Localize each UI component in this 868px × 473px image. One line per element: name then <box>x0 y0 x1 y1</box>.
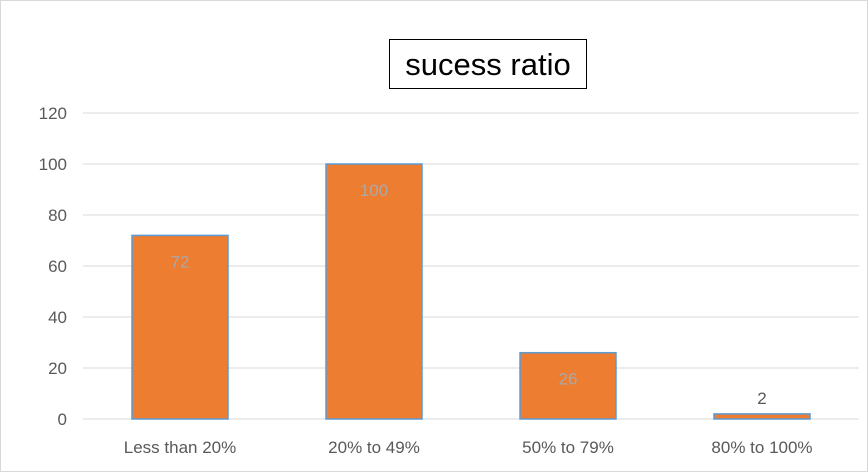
data-label: 26 <box>559 370 578 389</box>
x-tick-label: 50% to 79% <box>522 438 614 457</box>
bar <box>325 163 423 420</box>
y-tick-label: 40 <box>48 308 67 327</box>
x-tick-label: Less than 20% <box>124 438 236 457</box>
y-tick-label: 20 <box>48 359 67 378</box>
y-tick-label: 120 <box>39 104 67 123</box>
x-axis-ticks: Less than 20% 20% to 49% 50% to 79% 80% to … <box>124 438 813 457</box>
data-label: 100 <box>360 181 388 200</box>
bars <box>131 163 811 420</box>
y-tick-label: 100 <box>39 155 67 174</box>
y-tick-label: 60 <box>48 257 67 276</box>
bar <box>519 351 617 420</box>
data-labels: 72 100 26 2 <box>171 181 767 408</box>
y-axis-ticks: 0 20 40 60 80 100 120 <box>39 104 67 429</box>
chart-title: sucess ratio <box>389 39 587 89</box>
data-label: 2 <box>757 389 766 408</box>
x-tick-label: 20% to 49% <box>328 438 420 457</box>
y-tick-label: 0 <box>58 410 67 429</box>
x-tick-label: 80% to 100% <box>711 438 812 457</box>
bar <box>131 234 229 420</box>
bar <box>713 413 811 420</box>
y-tick-label: 80 <box>48 206 67 225</box>
data-label: 72 <box>171 252 190 271</box>
